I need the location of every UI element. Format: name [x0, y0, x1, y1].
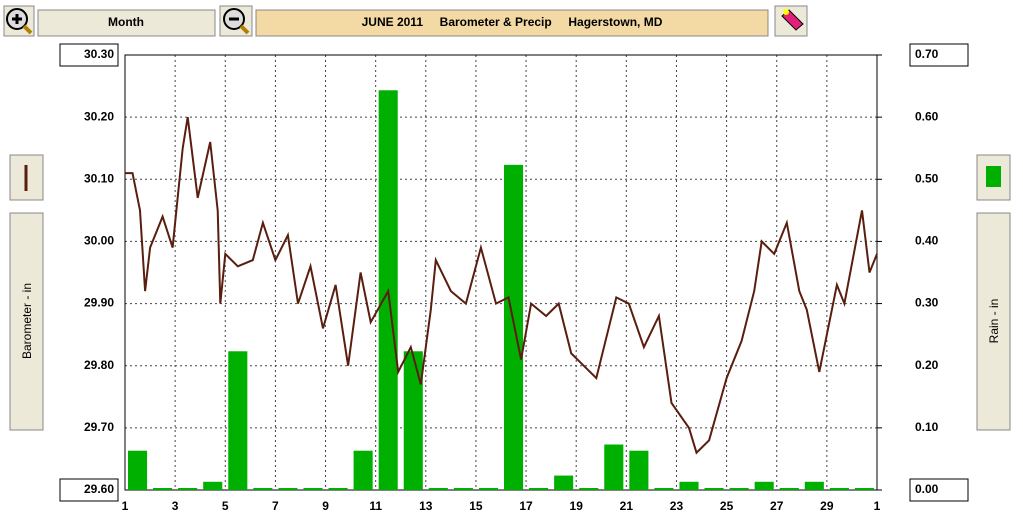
bar: [428, 488, 448, 490]
bar: [579, 488, 599, 490]
bar: [679, 481, 699, 490]
month-button[interactable]: [37, 9, 216, 37]
bar: [253, 488, 273, 490]
title-box: [255, 9, 769, 37]
x-tick-label: 27: [770, 499, 784, 513]
y2-tick-label: 0.70: [915, 47, 939, 61]
zoom-out-button[interactable]: [219, 5, 253, 37]
bar: [278, 488, 298, 490]
bar: [529, 488, 549, 490]
bar: [854, 488, 874, 490]
x-tick-label: 15: [469, 499, 483, 513]
y2-tick-label: 0.00: [915, 482, 939, 496]
y2-tick-label: 0.10: [915, 420, 939, 434]
x-tick-label: 19: [570, 499, 584, 513]
bar: [654, 488, 674, 490]
y-axis-button[interactable]: [9, 212, 44, 431]
bar: [403, 351, 423, 490]
x-tick-label: 1: [874, 499, 881, 513]
bar: [779, 488, 799, 490]
y2-tick-label: 0.60: [915, 109, 939, 123]
y-tick-label: 29.70: [84, 420, 114, 434]
x-tick-label: 21: [620, 499, 634, 513]
x-tick-label: 9: [322, 499, 329, 513]
bar: [203, 481, 223, 490]
bar: [303, 488, 323, 490]
y2-tick-label: 0.50: [915, 171, 939, 185]
x-tick-label: 1: [122, 499, 129, 513]
bar: [754, 481, 774, 490]
y2-top-box: [909, 43, 969, 67]
chart-title: JUNE 2011 Barometer & Precip Hagerstown,…: [362, 15, 663, 29]
bar: [604, 444, 624, 490]
month-button-label[interactable]: Month: [108, 15, 144, 29]
x-tick-label: 29: [820, 499, 834, 513]
plot-frame: [124, 54, 878, 491]
y-tick-label: 30.20: [84, 109, 114, 123]
bar: [228, 351, 248, 490]
y2-axis-label: Rain - in: [987, 299, 1001, 344]
x-tick-label: 11: [369, 499, 382, 513]
bar: [128, 450, 148, 490]
bar: [829, 488, 849, 490]
bar: [353, 450, 373, 490]
bar: [554, 475, 574, 490]
bar: [629, 450, 649, 490]
bar: [504, 164, 524, 490]
bar: [478, 488, 498, 490]
y2-tick-label: 0.40: [915, 234, 939, 248]
y2-axis-button[interactable]: [976, 212, 1011, 431]
y-tick-label: 29.60: [84, 482, 114, 496]
y-top-box: [59, 43, 119, 67]
y2-tick-label: 0.20: [915, 358, 939, 372]
x-tick-label: 7: [272, 499, 279, 513]
y-tick-label: 29.90: [84, 296, 114, 310]
x-tick-label: 3: [172, 499, 179, 513]
bar: [328, 488, 348, 490]
bar: [153, 488, 173, 490]
x-tick-label: 13: [419, 499, 433, 513]
x-tick-label: 25: [720, 499, 734, 513]
y2-bottom-box: [909, 478, 969, 502]
bar-legend-button[interactable]: [976, 154, 1011, 201]
zoom-in-button[interactable]: [3, 5, 35, 37]
paint-button[interactable]: [774, 5, 808, 37]
y-tick-label: 30.00: [84, 234, 114, 248]
bar: [178, 488, 198, 490]
line-legend-button[interactable]: [9, 154, 44, 201]
y-tick-label: 29.80: [84, 358, 114, 372]
y-tick-label: 30.10: [84, 171, 114, 185]
x-tick-label: 23: [670, 499, 684, 513]
bar: [729, 488, 749, 490]
y-bottom-box: [59, 478, 119, 502]
barometer-line: [125, 116, 878, 455]
bar: [804, 481, 824, 490]
bar: [453, 488, 473, 490]
y-tick-label: 30.30: [84, 47, 114, 61]
y2-tick-label: 0.30: [915, 296, 939, 310]
y-axis-label: Barometer - in: [20, 283, 34, 359]
bar: [704, 488, 724, 490]
x-tick-label: 17: [519, 499, 533, 513]
x-tick-label: 5: [222, 499, 229, 513]
